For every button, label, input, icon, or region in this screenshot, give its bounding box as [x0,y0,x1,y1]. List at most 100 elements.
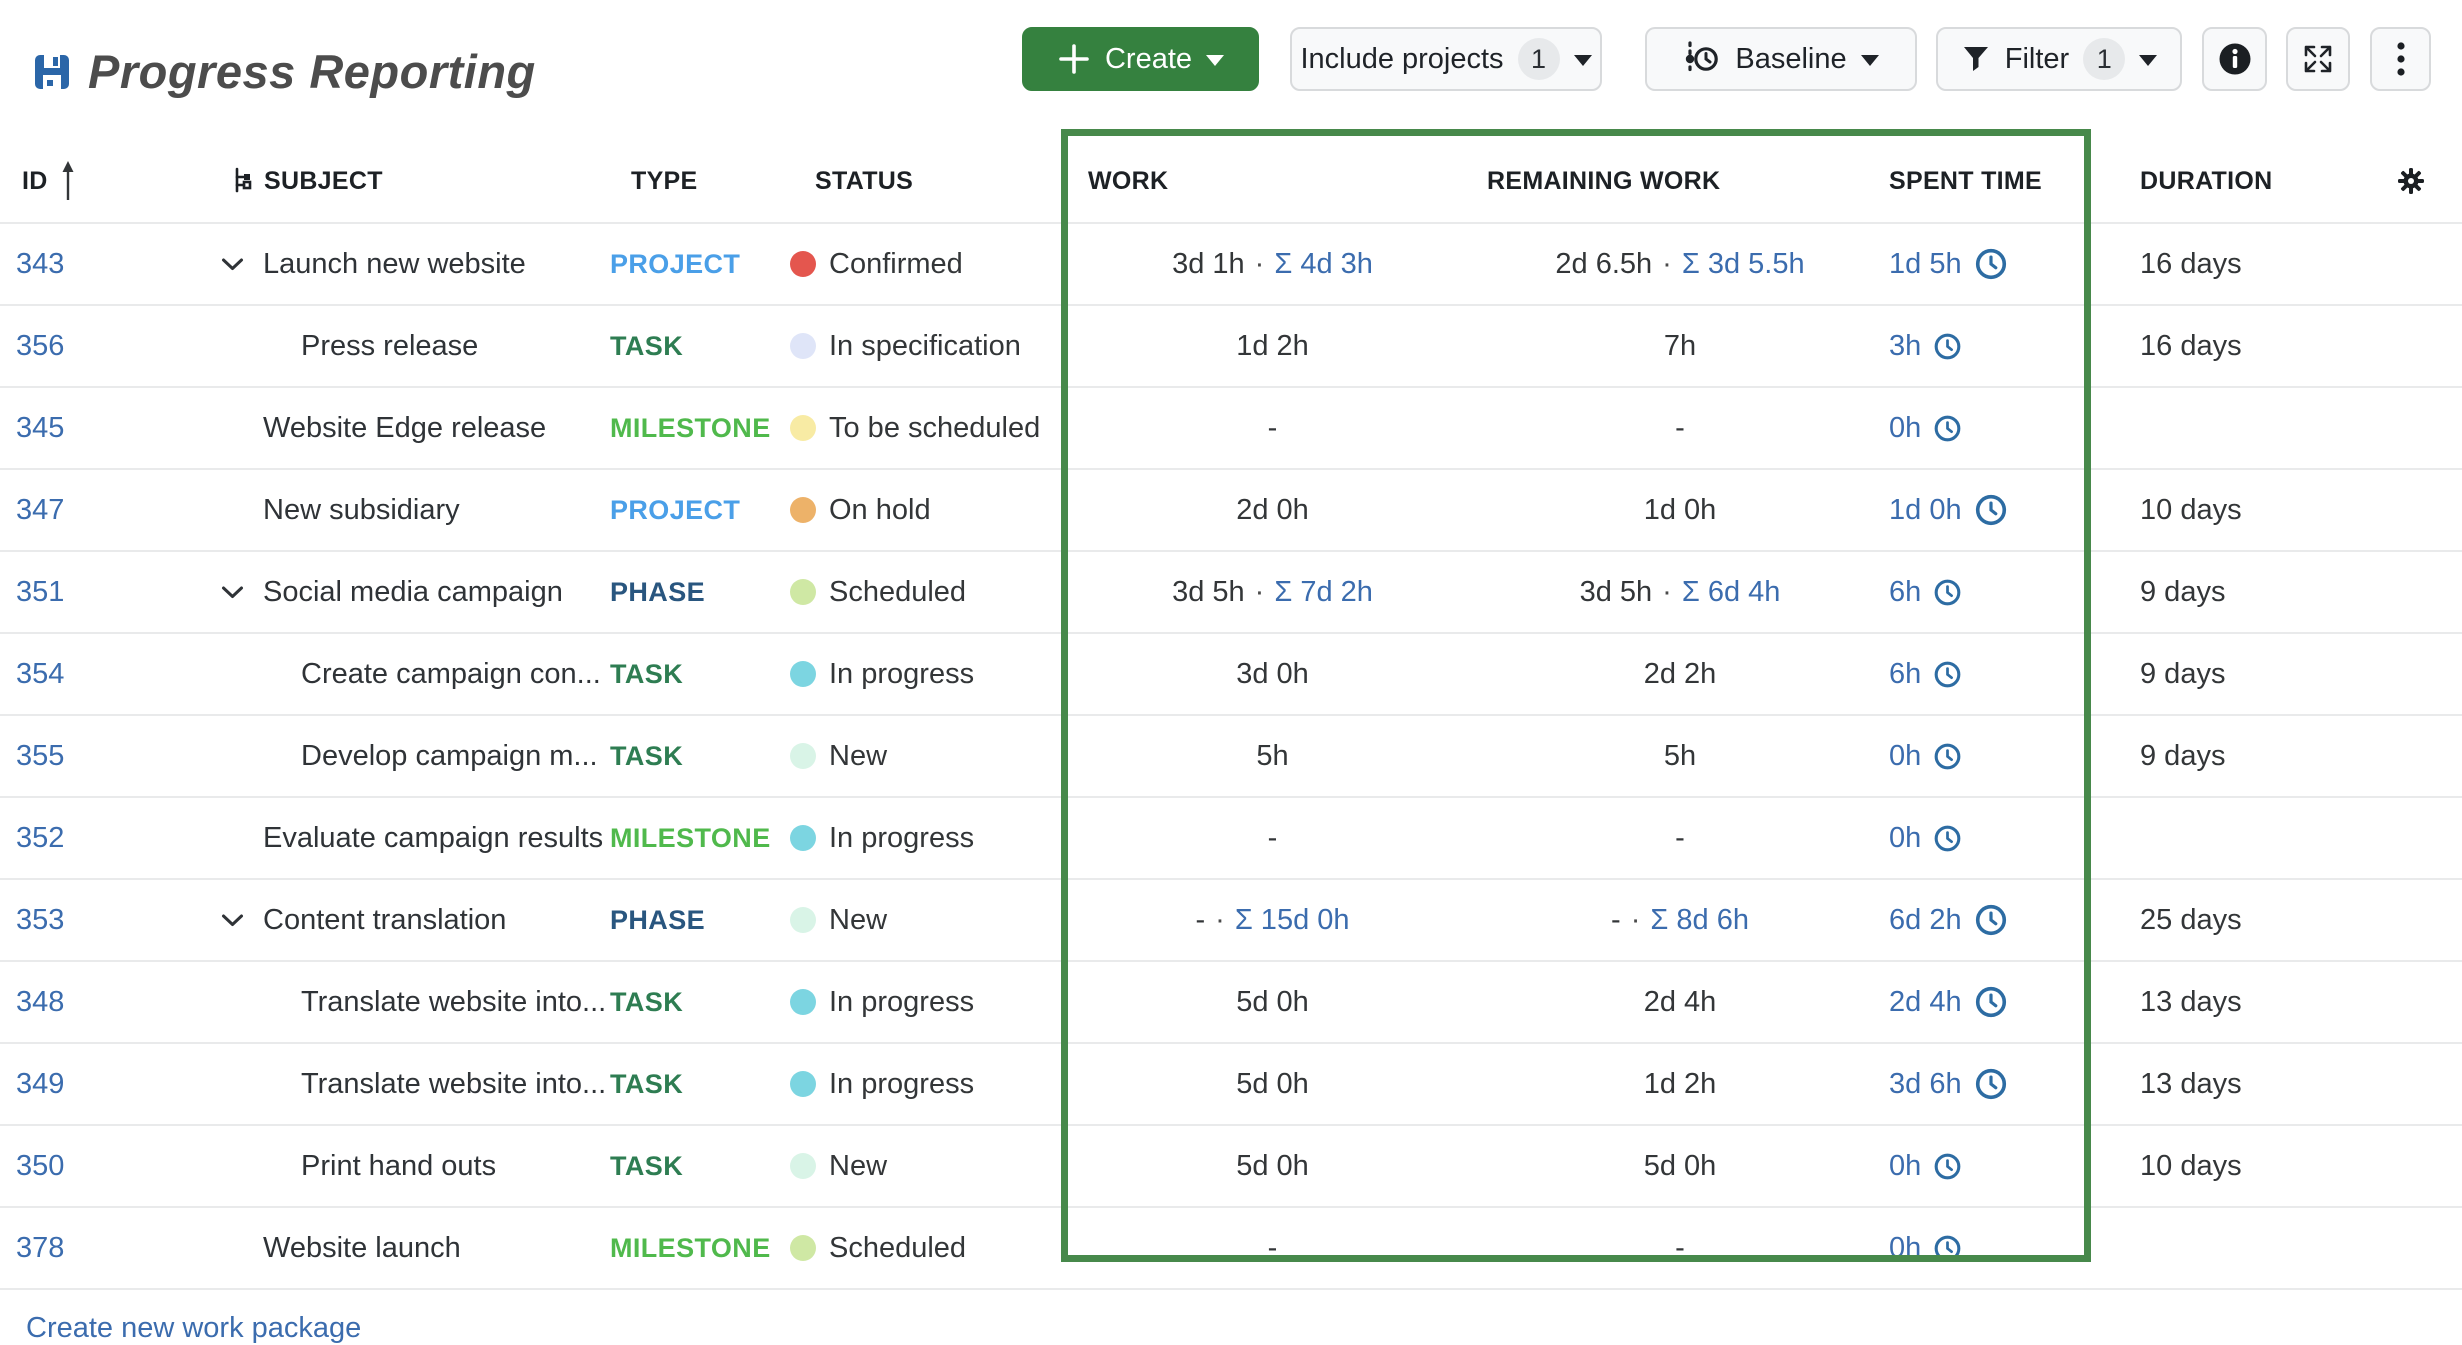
work-package-id-link[interactable]: 351 [16,575,65,608]
spent-time-link[interactable]: 2d 4h [1889,985,1962,1018]
subject-cell[interactable]: New subsidiary [200,470,610,550]
remaining-work-sum-link[interactable]: Σ 3d 5.5h [1681,247,1805,280]
remaining-work-cell[interactable]: 7h [1480,306,1880,386]
remaining-work-cell[interactable]: - · Σ 8d 6h [1480,880,1880,960]
subject-cell[interactable]: Translate website into... [200,1044,610,1124]
spent-time-cell[interactable]: 0h [1880,388,2092,468]
spent-time-link[interactable]: 0h [1889,821,1922,854]
type-cell[interactable]: PHASE [610,904,706,935]
type-cell[interactable]: TASK [610,1068,684,1099]
duration-cell[interactable]: 9 days [2140,739,2226,772]
work-cell[interactable]: - [1065,388,1480,468]
spent-time-cell[interactable]: 0h [1880,1208,2092,1288]
spent-time-cell[interactable]: 3h [1880,306,2092,386]
spent-time-cell[interactable]: 0h [1880,1126,2092,1206]
status-cell[interactable]: New [790,880,1065,960]
subject-cell[interactable]: Social media campaign [200,552,610,632]
remaining-work-sum-link[interactable]: Σ 8d 6h [1650,903,1749,936]
status-cell[interactable]: On hold [790,470,1065,550]
collapse-chevron-icon[interactable] [221,585,263,600]
duration-cell[interactable]: 10 days [2140,493,2242,526]
type-cell[interactable]: TASK [610,658,684,689]
type-cell[interactable]: PHASE [610,576,706,607]
status-cell[interactable]: In progress [790,798,1065,878]
create-new-work-package-link[interactable]: Create new work package [26,1312,362,1344]
type-cell[interactable]: MILESTONE [610,412,771,443]
subject-cell[interactable]: Translate website into... [200,962,610,1042]
status-cell[interactable]: New [790,1126,1065,1206]
work-package-id-link[interactable]: 343 [16,247,65,280]
spent-time-cell[interactable]: 6d 2h [1880,880,2092,960]
duration-cell[interactable]: 16 days [2140,247,2242,280]
filter-button[interactable]: Filter 1 [1936,27,2182,91]
type-cell[interactable]: PROJECT [610,494,741,525]
duration-cell[interactable] [2092,798,2360,878]
subject-cell[interactable]: Create campaign con... [200,634,610,714]
status-cell[interactable]: In progress [790,634,1065,714]
duration-cell[interactable]: 13 days [2140,985,2242,1018]
work-sum-link[interactable]: Σ 15d 0h [1234,903,1350,936]
remaining-work-cell[interactable]: 2d 2h [1480,634,1880,714]
work-package-id-link[interactable]: 345 [16,411,65,444]
spent-time-link[interactable]: 0h [1889,739,1922,772]
spent-time-link[interactable]: 1d 5h [1889,247,1962,280]
type-cell[interactable]: MILESTONE [610,822,771,853]
spent-time-link[interactable]: 3d 6h [1889,1067,1962,1100]
remaining-work-cell[interactable]: - [1480,388,1880,468]
work-package-id-link[interactable]: 378 [16,1231,65,1264]
remaining-work-cell[interactable]: 1d 2h [1480,1044,1880,1124]
spent-time-link[interactable]: 0h [1889,411,1922,444]
work-package-id-link[interactable]: 354 [16,657,65,690]
spent-time-cell[interactable]: 0h [1880,716,2092,796]
subject-cell[interactable]: Develop campaign m... [200,716,610,796]
type-cell[interactable]: MILESTONE [610,1232,771,1263]
column-header-work[interactable]: WORK [1065,140,1480,222]
work-cell[interactable]: 5h [1065,716,1480,796]
work-cell[interactable]: 3d 0h [1065,634,1480,714]
status-cell[interactable]: In progress [790,962,1065,1042]
spent-time-cell[interactable]: 6h [1880,634,2092,714]
subject-cell[interactable]: Website Edge release [200,388,610,468]
remaining-work-cell[interactable]: 1d 0h [1480,470,1880,550]
work-package-id-link[interactable]: 347 [16,493,65,526]
column-header-status[interactable]: STATUS [790,140,1065,222]
duration-cell[interactable]: 25 days [2140,903,2242,936]
remaining-work-cell[interactable]: 5h [1480,716,1880,796]
work-cell[interactable]: - [1065,1208,1480,1288]
collapse-chevron-icon[interactable] [221,913,263,928]
subject-cell[interactable]: Press release [200,306,610,386]
status-cell[interactable]: New [790,716,1065,796]
duration-cell[interactable] [2092,1208,2360,1288]
work-package-id-link[interactable]: 355 [16,739,65,772]
spent-time-link[interactable]: 6h [1889,575,1922,608]
save-view-icon[interactable] [34,53,70,91]
spent-time-cell[interactable]: 2d 4h [1880,962,2092,1042]
spent-time-cell[interactable]: 1d 5h [1880,224,2092,304]
status-cell[interactable]: In progress [790,1044,1065,1124]
remaining-work-sum-link[interactable]: Σ 6d 4h [1681,575,1781,608]
work-cell[interactable]: - [1065,798,1480,878]
type-cell[interactable]: TASK [610,986,684,1017]
work-package-id-link[interactable]: 353 [16,903,65,936]
type-cell[interactable]: PROJECT [610,248,741,279]
create-button[interactable]: Create [1022,27,1259,91]
work-cell[interactable]: 2d 0h [1065,470,1480,550]
work-cell[interactable]: 5d 0h [1065,1126,1480,1206]
spent-time-link[interactable]: 3h [1889,329,1922,362]
type-cell[interactable]: TASK [610,330,684,361]
work-package-id-link[interactable]: 348 [16,985,65,1018]
fullscreen-button[interactable] [2286,27,2350,91]
spent-time-cell[interactable]: 1d 0h [1880,470,2092,550]
spent-time-link[interactable]: 6h [1889,657,1922,690]
remaining-work-cell[interactable]: - [1480,1208,1880,1288]
work-cell[interactable]: - · Σ 15d 0h [1065,880,1480,960]
status-cell[interactable]: In specification [790,306,1065,386]
spent-time-link[interactable]: 0h [1889,1231,1922,1264]
column-header-spent-time[interactable]: SPENT TIME [1880,140,2092,222]
table-settings-button[interactable] [2360,140,2462,222]
work-package-id-link[interactable]: 350 [16,1149,65,1182]
work-cell[interactable]: 3d 5h · Σ 7d 2h [1065,552,1480,632]
work-cell[interactable]: 3d 1h · Σ 4d 3h [1065,224,1480,304]
remaining-work-cell[interactable]: 5d 0h [1480,1126,1880,1206]
status-cell[interactable]: Confirmed [790,224,1065,304]
